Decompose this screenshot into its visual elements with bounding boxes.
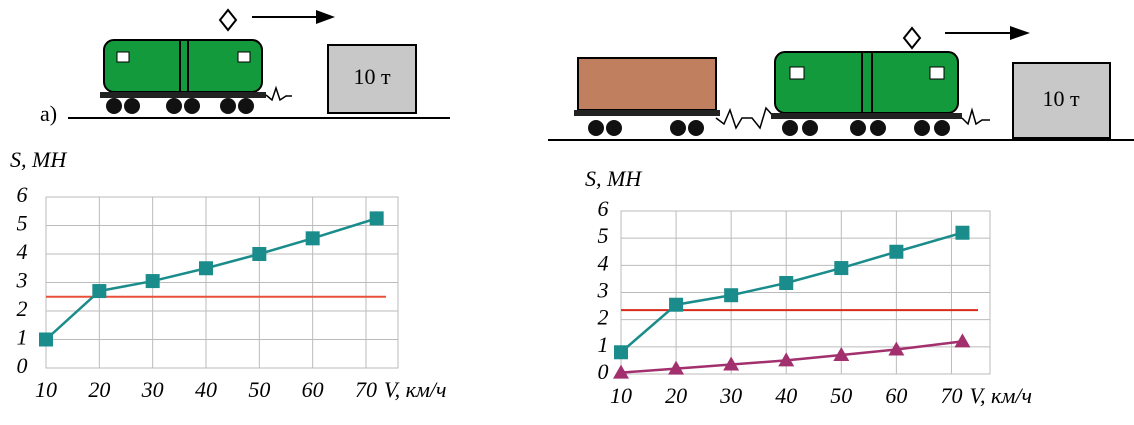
y-axis-label: S, МН [10, 147, 67, 172]
marker [145, 274, 160, 289]
x-tick-label: 20 [88, 377, 110, 402]
y-tick-label: 2 [17, 296, 28, 321]
marker [724, 288, 739, 303]
x-tick-label: 50 [830, 383, 852, 408]
y-tick-label: 3 [597, 278, 609, 303]
x-tick-label: 70 [355, 377, 377, 402]
marker [955, 225, 970, 240]
y-tick-label: 5 [17, 211, 28, 236]
x-tick-label: 10 [610, 383, 632, 408]
x-tick-label: 30 [141, 377, 164, 402]
x-axis-label: V, км/ч [969, 383, 1032, 408]
y-tick-label: 4 [17, 239, 28, 264]
marker [833, 346, 850, 361]
x-tick-label: 50 [248, 377, 270, 402]
x-tick-label: 60 [302, 377, 324, 402]
load-label: 10 т [353, 64, 391, 89]
x-tick-label: 70 [940, 383, 962, 408]
marker [888, 341, 905, 356]
y-tick-label: 4 [598, 250, 609, 275]
y-tick-label: 6 [598, 196, 609, 221]
panel-label: a) [40, 101, 57, 126]
x-tick-label: 60 [885, 383, 907, 408]
marker [834, 261, 849, 276]
y-tick-label: 1 [598, 332, 609, 357]
x-tick-label: 30 [719, 383, 742, 408]
right-illustration: 10 т [548, 26, 1134, 141]
y-tick-label: 0 [17, 353, 28, 378]
marker [92, 284, 107, 299]
marker [889, 244, 904, 259]
marker [199, 261, 213, 276]
y-tick-label: 2 [598, 305, 609, 330]
y-tick-label: 6 [17, 182, 28, 207]
x-tick-label: 40 [195, 377, 217, 402]
y-tick-label: 0 [598, 359, 609, 384]
marker [954, 333, 971, 348]
marker [779, 275, 794, 290]
marker [39, 332, 53, 347]
marker [723, 356, 740, 371]
marker [305, 231, 320, 246]
x-tick-label: 10 [35, 377, 57, 402]
marker [668, 360, 685, 375]
marker [669, 297, 684, 312]
left-illustration: 10 т a) [40, 8, 450, 126]
x-tick-label: 40 [775, 383, 797, 408]
y-tick-label: 3 [16, 268, 28, 293]
x-tick-label: 20 [665, 383, 687, 408]
y-axis-label: S, МН [585, 166, 642, 191]
x-axis-label: V, км/ч [384, 377, 447, 402]
y-tick-label: 1 [17, 325, 28, 350]
marker [369, 211, 384, 226]
marker [614, 345, 628, 360]
load-label: 10 т [1042, 86, 1080, 111]
marker [252, 247, 267, 261]
series-line [45, 217, 378, 341]
marker [778, 352, 795, 367]
marker [613, 364, 629, 379]
y-tick-label: 5 [598, 223, 609, 248]
